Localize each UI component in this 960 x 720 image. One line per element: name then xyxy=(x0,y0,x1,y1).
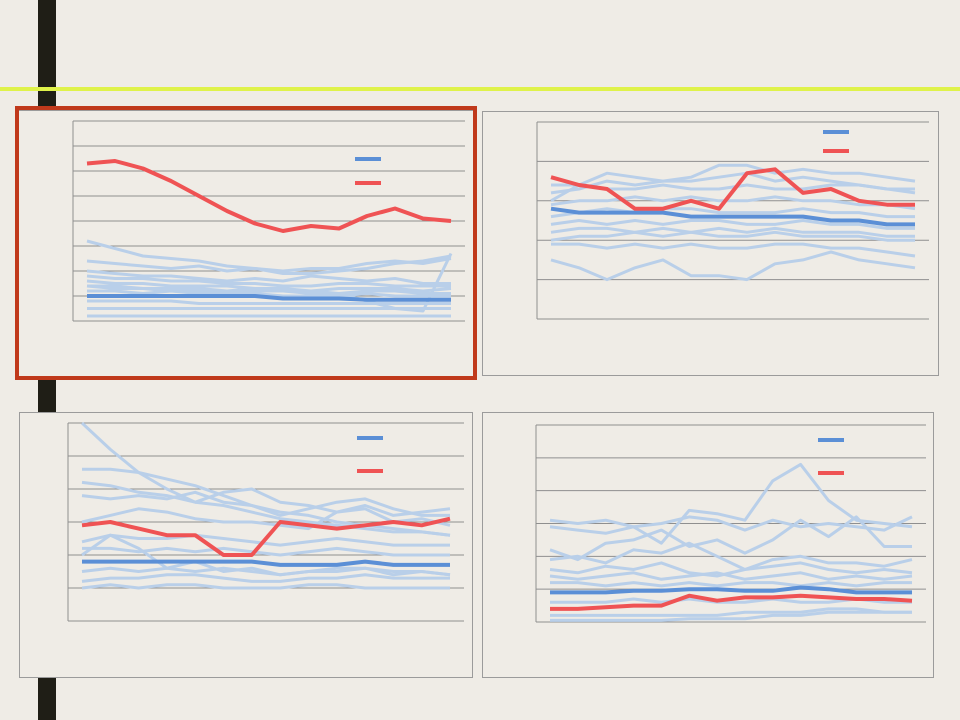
chart-panel-bottom-left xyxy=(19,412,473,678)
other-series-line xyxy=(551,183,915,191)
other-series-line xyxy=(550,230,915,242)
other-series-line xyxy=(81,573,450,583)
other-series-line xyxy=(81,480,451,517)
other-series-line xyxy=(549,571,913,581)
other-series-line xyxy=(81,490,450,517)
chart-panel-bottom-right xyxy=(482,412,934,678)
line-chart-top-left xyxy=(72,120,465,322)
average-series-line xyxy=(550,206,915,227)
other-series-line xyxy=(550,581,912,588)
title-divider-line xyxy=(0,87,960,91)
other-series-line xyxy=(550,226,915,238)
other-series-line xyxy=(81,533,450,547)
highlight-series-line xyxy=(550,167,915,211)
other-series-line xyxy=(81,507,451,531)
highlight-series-line xyxy=(550,593,913,611)
other-series-line xyxy=(549,462,913,545)
other-series-line xyxy=(550,195,916,211)
other-series-line xyxy=(87,299,451,305)
line-chart-top-right xyxy=(536,121,929,320)
other-series-line xyxy=(81,566,451,577)
highlight-series-line xyxy=(81,516,451,557)
other-series-line xyxy=(550,207,915,219)
other-series-line xyxy=(86,254,452,275)
other-series-line xyxy=(549,515,912,562)
other-series-line xyxy=(86,252,453,313)
other-series-line xyxy=(550,250,916,282)
other-series-line xyxy=(80,421,451,537)
average-series-line xyxy=(87,294,451,302)
other-series-line xyxy=(86,274,451,288)
average-series-line xyxy=(550,585,912,595)
other-series-line xyxy=(86,269,451,285)
other-series-line xyxy=(550,219,915,230)
other-series-line xyxy=(550,610,912,622)
line-chart-bottom-right xyxy=(535,424,926,623)
other-series-line xyxy=(550,163,916,203)
other-series-line xyxy=(550,607,912,617)
highlight-series-line xyxy=(86,159,452,233)
chart-panel-top-right xyxy=(482,111,939,376)
line-chart-bottom-left xyxy=(67,421,464,622)
other-series-line xyxy=(87,289,451,298)
highlight-frame xyxy=(15,106,477,380)
other-series-line xyxy=(551,242,916,258)
other-series-line xyxy=(82,467,451,537)
average-series-line xyxy=(82,559,450,567)
other-series-line xyxy=(549,541,913,571)
other-series-line xyxy=(549,515,913,532)
other-series-line xyxy=(81,583,450,590)
other-series-line xyxy=(549,561,913,578)
other-series-line xyxy=(81,533,451,577)
